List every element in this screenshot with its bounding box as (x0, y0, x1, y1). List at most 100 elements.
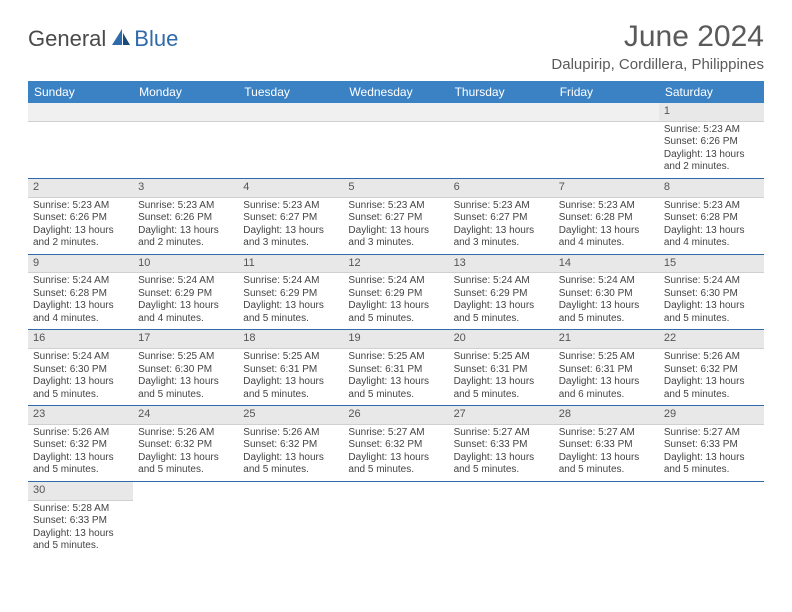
day-info: Sunrise: 5:23 AMSunset: 6:26 PMDaylight:… (659, 122, 764, 178)
day-number: 10 (133, 255, 238, 274)
day-info: Sunrise: 5:27 AMSunset: 6:33 PMDaylight:… (659, 425, 764, 481)
calendar-cell (238, 481, 343, 556)
weekday-header: Monday (133, 81, 238, 103)
day-number: 15 (659, 255, 764, 274)
title-block: June 2024 Dalupirip, Cordillera, Philipp… (551, 20, 764, 73)
day-info: Sunrise: 5:28 AMSunset: 6:33 PMDaylight:… (28, 501, 133, 557)
weekday-header: Tuesday (238, 81, 343, 103)
day-number: 1 (659, 103, 764, 122)
day-info: Sunrise: 5:23 AMSunset: 6:28 PMDaylight:… (554, 198, 659, 254)
day-number: 5 (343, 179, 448, 198)
day-number: 12 (343, 255, 448, 274)
calendar-cell: 8Sunrise: 5:23 AMSunset: 6:28 PMDaylight… (659, 178, 764, 254)
day-info: Sunrise: 5:24 AMSunset: 6:30 PMDaylight:… (28, 349, 133, 405)
calendar-cell: 21Sunrise: 5:25 AMSunset: 6:31 PMDayligh… (554, 330, 659, 406)
location: Dalupirip, Cordillera, Philippines (551, 56, 764, 73)
day-number: 6 (449, 179, 554, 198)
calendar-cell: 7Sunrise: 5:23 AMSunset: 6:28 PMDaylight… (554, 178, 659, 254)
day-info: Sunrise: 5:26 AMSunset: 6:32 PMDaylight:… (133, 425, 238, 481)
day-info: Sunrise: 5:27 AMSunset: 6:32 PMDaylight:… (343, 425, 448, 481)
day-info: Sunrise: 5:25 AMSunset: 6:31 PMDaylight:… (449, 349, 554, 405)
header: General Blue June 2024 Dalupirip, Cordil… (28, 20, 764, 73)
calendar-cell (343, 481, 448, 556)
calendar-cell (449, 481, 554, 556)
day-info: Sunrise: 5:26 AMSunset: 6:32 PMDaylight:… (659, 349, 764, 405)
calendar-cell: 23Sunrise: 5:26 AMSunset: 6:32 PMDayligh… (28, 406, 133, 482)
calendar-cell: 4Sunrise: 5:23 AMSunset: 6:27 PMDaylight… (238, 178, 343, 254)
calendar-cell (554, 481, 659, 556)
day-info: Sunrise: 5:23 AMSunset: 6:28 PMDaylight:… (659, 198, 764, 254)
day-number: 29 (659, 406, 764, 425)
day-number: 11 (238, 255, 343, 274)
day-number: 14 (554, 255, 659, 274)
day-info: Sunrise: 5:25 AMSunset: 6:31 PMDaylight:… (238, 349, 343, 405)
calendar-cell (343, 103, 448, 178)
day-number: 20 (449, 330, 554, 349)
day-info: Sunrise: 5:27 AMSunset: 6:33 PMDaylight:… (554, 425, 659, 481)
day-info: Sunrise: 5:23 AMSunset: 6:27 PMDaylight:… (343, 198, 448, 254)
logo-text-blue: Blue (134, 26, 178, 52)
calendar-cell: 15Sunrise: 5:24 AMSunset: 6:30 PMDayligh… (659, 254, 764, 330)
day-info: Sunrise: 5:24 AMSunset: 6:29 PMDaylight:… (449, 273, 554, 329)
calendar-cell: 11Sunrise: 5:24 AMSunset: 6:29 PMDayligh… (238, 254, 343, 330)
calendar-cell: 26Sunrise: 5:27 AMSunset: 6:32 PMDayligh… (343, 406, 448, 482)
calendar-cell: 25Sunrise: 5:26 AMSunset: 6:32 PMDayligh… (238, 406, 343, 482)
day-number: 4 (238, 179, 343, 198)
day-number: 9 (28, 255, 133, 274)
day-number: 26 (343, 406, 448, 425)
day-number: 7 (554, 179, 659, 198)
day-info: Sunrise: 5:26 AMSunset: 6:32 PMDaylight:… (28, 425, 133, 481)
calendar-cell: 22Sunrise: 5:26 AMSunset: 6:32 PMDayligh… (659, 330, 764, 406)
month-title: June 2024 (551, 20, 764, 54)
calendar-cell: 20Sunrise: 5:25 AMSunset: 6:31 PMDayligh… (449, 330, 554, 406)
calendar-cell: 14Sunrise: 5:24 AMSunset: 6:30 PMDayligh… (554, 254, 659, 330)
day-info: Sunrise: 5:27 AMSunset: 6:33 PMDaylight:… (449, 425, 554, 481)
day-info: Sunrise: 5:23 AMSunset: 6:27 PMDaylight:… (449, 198, 554, 254)
day-number: 28 (554, 406, 659, 425)
day-number: 16 (28, 330, 133, 349)
calendar-cell: 28Sunrise: 5:27 AMSunset: 6:33 PMDayligh… (554, 406, 659, 482)
calendar-cell: 27Sunrise: 5:27 AMSunset: 6:33 PMDayligh… (449, 406, 554, 482)
day-number: 23 (28, 406, 133, 425)
weekday-header: Saturday (659, 81, 764, 103)
day-info: Sunrise: 5:25 AMSunset: 6:30 PMDaylight:… (133, 349, 238, 405)
day-info: Sunrise: 5:23 AMSunset: 6:27 PMDaylight:… (238, 198, 343, 254)
day-info: Sunrise: 5:23 AMSunset: 6:26 PMDaylight:… (28, 198, 133, 254)
calendar-cell: 24Sunrise: 5:26 AMSunset: 6:32 PMDayligh… (133, 406, 238, 482)
calendar-cell: 16Sunrise: 5:24 AMSunset: 6:30 PMDayligh… (28, 330, 133, 406)
calendar-cell: 5Sunrise: 5:23 AMSunset: 6:27 PMDaylight… (343, 178, 448, 254)
weekday-header: Thursday (449, 81, 554, 103)
calendar-cell (659, 481, 764, 556)
day-number: 27 (449, 406, 554, 425)
calendar-cell: 9Sunrise: 5:24 AMSunset: 6:28 PMDaylight… (28, 254, 133, 330)
day-info: Sunrise: 5:24 AMSunset: 6:29 PMDaylight:… (343, 273, 448, 329)
calendar-cell: 29Sunrise: 5:27 AMSunset: 6:33 PMDayligh… (659, 406, 764, 482)
calendar-table: SundayMondayTuesdayWednesdayThursdayFrid… (28, 81, 764, 557)
calendar-header: SundayMondayTuesdayWednesdayThursdayFrid… (28, 81, 764, 103)
calendar-cell: 30Sunrise: 5:28 AMSunset: 6:33 PMDayligh… (28, 481, 133, 556)
logo-text-general: General (28, 26, 106, 52)
calendar-cell: 19Sunrise: 5:25 AMSunset: 6:31 PMDayligh… (343, 330, 448, 406)
day-info: Sunrise: 5:25 AMSunset: 6:31 PMDaylight:… (554, 349, 659, 405)
calendar-cell: 10Sunrise: 5:24 AMSunset: 6:29 PMDayligh… (133, 254, 238, 330)
day-number: 13 (449, 255, 554, 274)
day-info: Sunrise: 5:26 AMSunset: 6:32 PMDaylight:… (238, 425, 343, 481)
day-number: 8 (659, 179, 764, 198)
day-number: 2 (28, 179, 133, 198)
day-info: Sunrise: 5:23 AMSunset: 6:26 PMDaylight:… (133, 198, 238, 254)
calendar-body: 1Sunrise: 5:23 AMSunset: 6:26 PMDaylight… (28, 103, 764, 557)
calendar-cell (28, 103, 133, 178)
day-number: 19 (343, 330, 448, 349)
day-info: Sunrise: 5:24 AMSunset: 6:29 PMDaylight:… (133, 273, 238, 329)
day-number: 18 (238, 330, 343, 349)
calendar-cell (133, 481, 238, 556)
calendar-cell: 1Sunrise: 5:23 AMSunset: 6:26 PMDaylight… (659, 103, 764, 178)
day-info: Sunrise: 5:24 AMSunset: 6:28 PMDaylight:… (28, 273, 133, 329)
calendar-cell: 13Sunrise: 5:24 AMSunset: 6:29 PMDayligh… (449, 254, 554, 330)
weekday-header: Wednesday (343, 81, 448, 103)
calendar-cell: 2Sunrise: 5:23 AMSunset: 6:26 PMDaylight… (28, 178, 133, 254)
logo-sail-icon (110, 27, 132, 52)
day-number: 25 (238, 406, 343, 425)
day-info: Sunrise: 5:24 AMSunset: 6:30 PMDaylight:… (659, 273, 764, 329)
calendar-cell: 17Sunrise: 5:25 AMSunset: 6:30 PMDayligh… (133, 330, 238, 406)
